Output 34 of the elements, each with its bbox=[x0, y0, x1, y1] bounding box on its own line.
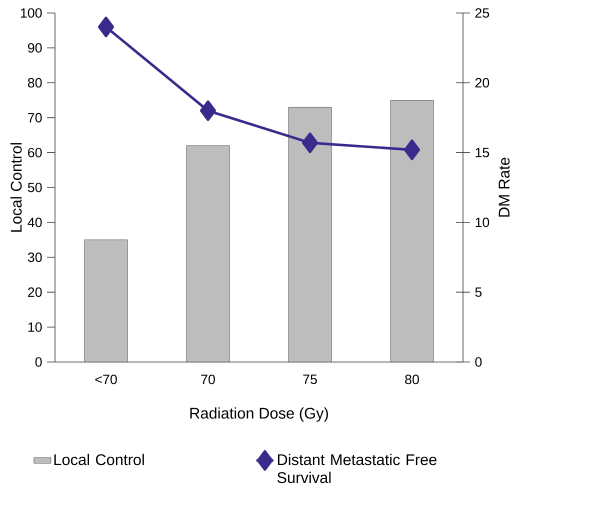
x-tick-label: 70 bbox=[201, 374, 215, 384]
y-tick-label: 40 bbox=[28, 218, 42, 228]
y-tick-label: 90 bbox=[28, 43, 42, 53]
x-axis-title: Radiation Dose (Gy) bbox=[190, 407, 328, 422]
point bbox=[404, 139, 420, 160]
y-tick-label: 60 bbox=[28, 148, 42, 158]
point bbox=[302, 132, 318, 154]
y2-tick-label: 20 bbox=[475, 78, 490, 88]
point bbox=[98, 16, 114, 38]
y-tick-label: 0 bbox=[35, 357, 42, 367]
point bbox=[200, 100, 216, 122]
y2-axis-title: DM Rate bbox=[498, 158, 510, 217]
y-tick-label: 50 bbox=[28, 182, 42, 192]
y2-tick-label: 5 bbox=[475, 287, 482, 297]
y-tick-label: 10 bbox=[28, 322, 42, 332]
y2-tick-label: 25 bbox=[475, 8, 490, 18]
bar bbox=[186, 145, 230, 362]
y2-tick-label: 10 bbox=[476, 218, 490, 228]
legend-label: Distant Metastatic Free Survival bbox=[277, 454, 436, 484]
x-tick-label: <70 bbox=[95, 374, 117, 384]
x-tick-label: 75 bbox=[303, 374, 317, 384]
y-tick-label: 20 bbox=[28, 287, 42, 297]
legend-label: Local Control bbox=[54, 454, 144, 466]
bar bbox=[390, 100, 434, 362]
y-tick-label: 30 bbox=[28, 252, 42, 262]
x-tick-label: 80 bbox=[405, 374, 419, 384]
y2-tick-label: 15 bbox=[476, 148, 490, 158]
y-tick-label: 100 bbox=[20, 8, 42, 18]
y-axis-title: Local Control bbox=[10, 143, 22, 232]
y-tick-label: 80 bbox=[28, 78, 42, 88]
bar bbox=[288, 107, 332, 362]
bar bbox=[84, 240, 128, 362]
y2-tick-label: 0 bbox=[475, 357, 482, 367]
y-tick-label: 70 bbox=[28, 112, 42, 122]
